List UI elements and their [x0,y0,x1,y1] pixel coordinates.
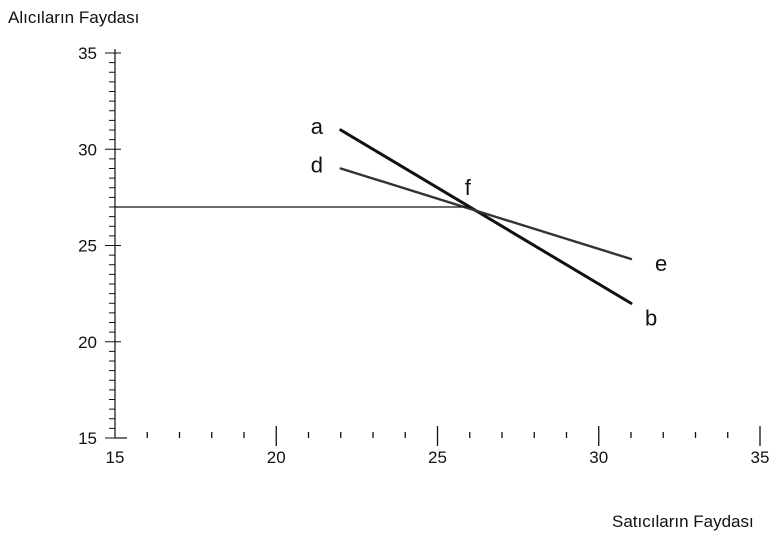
y-tick-label: 35 [78,44,97,63]
x-tick-label: 25 [428,448,447,467]
x-tick-label: 15 [106,448,125,467]
y-tick-label: 30 [78,140,97,159]
x-tick-label: 30 [589,448,608,467]
point-label-d: d [311,153,323,178]
y-axis-label: Alıcıların Faydası [8,8,140,27]
y-tick-label: 25 [78,237,97,256]
y-tick-label: 15 [78,429,97,448]
x-axis-label: Satıcıların Faydası [612,512,754,531]
x-tick-label: 20 [267,448,286,467]
point-label-a: a [311,114,324,139]
series-line-de [339,167,633,261]
point-label-b: b [645,305,657,330]
point-label-f: f [465,175,472,200]
series-line-ab [339,128,633,305]
y-tick-label: 20 [78,333,97,352]
x-tick-label: 35 [751,448,770,467]
point-label-e: e [655,251,667,276]
